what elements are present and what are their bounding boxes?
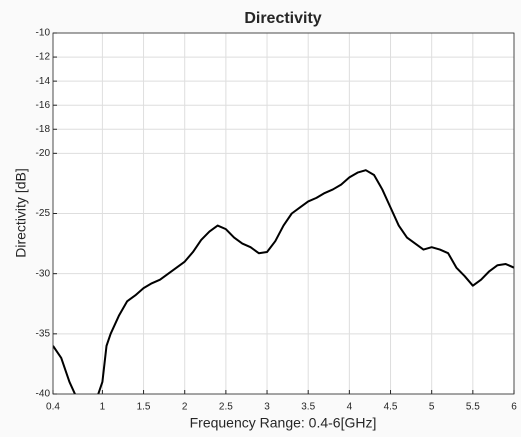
x-tick-label: 5.5	[466, 402, 480, 413]
y-tick-label: -25	[36, 208, 51, 219]
x-tick-label: 3.5	[301, 402, 315, 413]
data-line	[53, 169, 514, 394]
x-tick-label: 4	[347, 402, 353, 413]
y-tick-label: -18	[36, 124, 51, 135]
y-tick-label: -10	[36, 28, 51, 39]
y-tick-label: -20	[36, 148, 51, 159]
y-tick-label: -30	[36, 268, 51, 279]
y-tick-label: -16	[36, 100, 51, 111]
x-tick-label: 5	[429, 402, 435, 413]
y-axis-label: Directivity [dB]	[13, 168, 29, 257]
y-tick-label: -14	[36, 76, 51, 87]
x-tick-label: 1	[100, 402, 106, 413]
x-tick-label: 1.5	[137, 402, 151, 413]
x-tick-label: 3	[264, 402, 270, 413]
x-tick-label: 2.5	[219, 402, 233, 413]
lines	[53, 169, 514, 394]
y-tick-label: -12	[36, 52, 51, 63]
chart-title: Directivity	[244, 10, 321, 27]
x-axis-label: Frequency Range: 0.4-6[GHz]	[190, 415, 377, 431]
x-tick-label: 0.4	[46, 402, 60, 413]
x-tick-label: 6	[511, 402, 517, 413]
x-tick-label: 2	[182, 402, 188, 413]
y-tick-label: -35	[36, 328, 51, 339]
x-tick-label: 4.5	[384, 402, 398, 413]
y-tick-label: -40	[36, 389, 51, 400]
